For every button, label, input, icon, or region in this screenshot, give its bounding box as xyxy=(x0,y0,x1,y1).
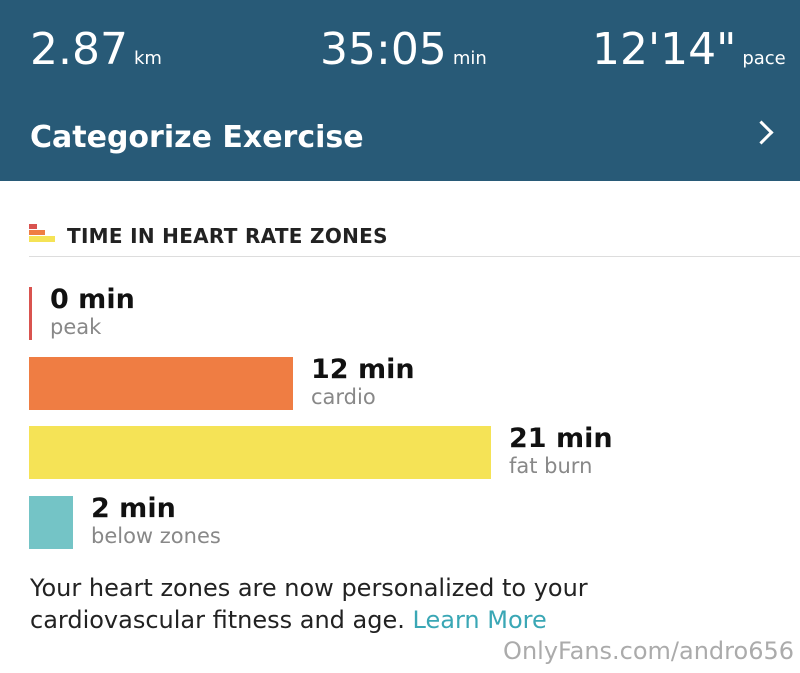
stat-unit: pace xyxy=(742,48,786,69)
zone-label: below zones xyxy=(91,523,221,548)
footer-text: cardiovascular fitness and age. Learn Mo… xyxy=(30,606,547,634)
value-label: 12 min xyxy=(311,353,415,385)
watermark: OnlyFans.com/andro656 xyxy=(503,637,794,665)
chevron-icon[interactable] xyxy=(749,120,774,145)
zone-label: fat burn xyxy=(509,454,593,478)
bar xyxy=(29,426,491,479)
stat: 2.87 km xyxy=(30,24,162,75)
value-label: 0 min xyxy=(50,284,135,315)
chart-title: TIME IN HEART RATE ZONES xyxy=(67,224,388,248)
divider xyxy=(29,256,800,257)
stat-unit: km xyxy=(133,48,162,69)
learn-more-link[interactable]: Learn More xyxy=(412,606,547,634)
stat-value: 35:05 xyxy=(320,24,447,75)
bar xyxy=(29,287,32,340)
zone-label: peak xyxy=(50,315,102,339)
stat: 12'14" pace xyxy=(592,24,786,75)
categorize-button[interactable]: Categorize Exercise xyxy=(30,120,364,155)
bar xyxy=(29,356,293,410)
summary-header: 2.87 km 35:05 min 12'14" pace Categorize Ex… xyxy=(0,0,800,181)
bar xyxy=(29,495,73,549)
stat-unit: min xyxy=(452,48,487,69)
stat: 35:05 min xyxy=(320,24,487,75)
footer-text: Your heart zones are now personalized to… xyxy=(30,574,588,602)
zones-icon xyxy=(29,224,55,242)
value-label: 2 min xyxy=(91,492,176,524)
footer-line: cardiovascular fitness and age. xyxy=(30,606,405,634)
stat-value: 2.87 xyxy=(30,24,128,75)
stat-value: 12'14" xyxy=(592,24,737,75)
value-label: 21 min xyxy=(509,423,613,454)
zone-label: cardio xyxy=(311,384,376,409)
